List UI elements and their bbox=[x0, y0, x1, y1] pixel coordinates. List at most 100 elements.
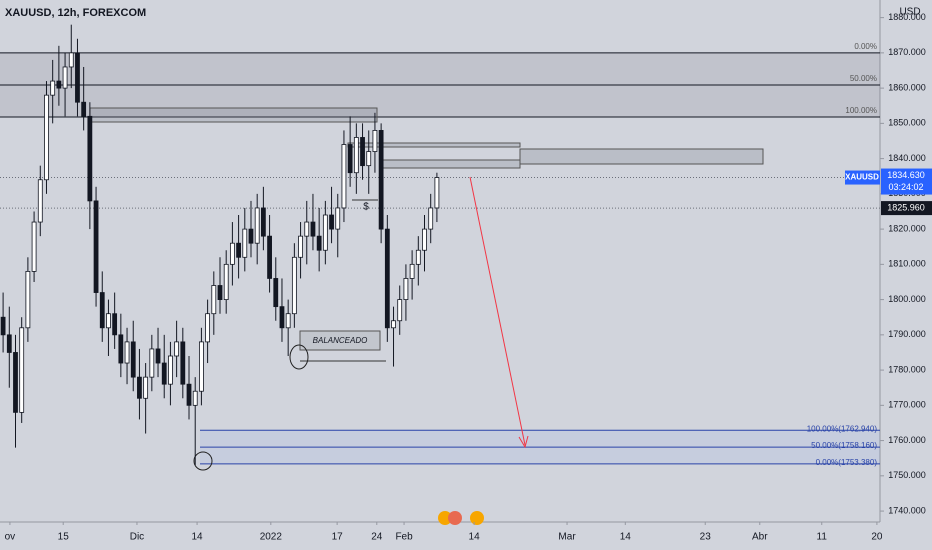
x-tick-label: Feb bbox=[395, 532, 413, 543]
circle bbox=[289, 344, 309, 370]
candle-body bbox=[285, 313, 291, 329]
arrow-head bbox=[518, 435, 529, 449]
candle-body bbox=[310, 221, 316, 237]
candle-body bbox=[335, 207, 341, 230]
candle-body bbox=[211, 285, 217, 315]
candle-body bbox=[6, 334, 12, 353]
candle-body bbox=[25, 270, 31, 329]
candle-body bbox=[242, 228, 248, 258]
y-tick-label: 1880.000 bbox=[888, 12, 926, 22]
candle-body bbox=[31, 221, 37, 272]
y-tick-label: 1740.000 bbox=[888, 505, 926, 515]
candle-body bbox=[149, 348, 155, 378]
currency: USD bbox=[899, 7, 920, 18]
candle-body bbox=[260, 207, 266, 237]
x-tick-label: Mar bbox=[558, 532, 576, 543]
candle-body bbox=[403, 278, 409, 300]
candle-body bbox=[217, 285, 223, 300]
icon bbox=[438, 511, 452, 525]
candle-body bbox=[273, 278, 279, 308]
candle-body bbox=[143, 376, 149, 399]
price-badge bbox=[881, 201, 932, 216]
candle-body bbox=[155, 348, 161, 364]
candle-body bbox=[291, 256, 297, 315]
candle-body bbox=[50, 80, 56, 96]
candle-body bbox=[68, 52, 74, 68]
fib-label: 50.00% bbox=[850, 74, 877, 83]
candle-body bbox=[248, 228, 254, 244]
candle-body bbox=[0, 316, 6, 336]
icon bbox=[470, 511, 484, 525]
candle-body bbox=[44, 94, 49, 181]
y-tick-label: 1850.000 bbox=[888, 118, 926, 128]
candle-body bbox=[118, 334, 124, 364]
price-badge-label: 1834.630 bbox=[887, 170, 925, 180]
zone bbox=[519, 148, 764, 165]
price-badge bbox=[881, 168, 932, 195]
candle-body bbox=[236, 242, 241, 258]
candle-body bbox=[99, 292, 105, 329]
candle-body bbox=[347, 144, 353, 174]
candle-body bbox=[322, 214, 328, 251]
candle-body bbox=[304, 221, 310, 237]
fib-label: 0.00%(1753.380) bbox=[816, 458, 878, 467]
x-tick-label: 14 bbox=[192, 532, 204, 543]
candle-body bbox=[298, 235, 303, 258]
x-tick-label: Abr bbox=[752, 532, 768, 543]
candle-body bbox=[397, 299, 403, 322]
x-tick-label: 14 bbox=[469, 532, 481, 543]
drawings bbox=[89, 107, 764, 471]
candle-body bbox=[223, 263, 229, 300]
y-tick-label: 1820.000 bbox=[888, 223, 926, 233]
candle-body bbox=[81, 101, 87, 117]
candle-body bbox=[199, 341, 204, 392]
y-tick-label: 1780.000 bbox=[888, 364, 926, 374]
candle-body bbox=[384, 228, 390, 329]
countdown: 03:24:02 bbox=[888, 182, 923, 192]
fib-label: 100.00% bbox=[845, 106, 877, 115]
candle-body bbox=[137, 376, 142, 399]
candle-body bbox=[130, 341, 136, 378]
symbol-badge-label: XAUUSD bbox=[845, 173, 879, 182]
candle-body bbox=[254, 207, 260, 244]
y-tick-label: 1800.000 bbox=[888, 294, 926, 304]
x-tick-label: Dic bbox=[130, 532, 144, 543]
candle-body bbox=[180, 341, 186, 385]
candle-body bbox=[341, 144, 347, 209]
candle-body bbox=[87, 115, 93, 202]
candle-body bbox=[186, 383, 192, 406]
x-tick-label: 23 bbox=[700, 532, 712, 543]
candle-body bbox=[372, 130, 378, 152]
candle-body bbox=[353, 137, 359, 174]
x-tick-label: 14 bbox=[620, 532, 632, 543]
candle-body bbox=[434, 177, 440, 209]
candle-body bbox=[267, 235, 272, 279]
x-tick-label: 24 bbox=[371, 532, 383, 543]
candle-body bbox=[62, 66, 68, 89]
arrow bbox=[469, 176, 526, 446]
y-tick-label: 1790.000 bbox=[888, 329, 926, 339]
candle-body bbox=[13, 352, 18, 413]
candle-body bbox=[329, 214, 334, 230]
zone bbox=[379, 159, 521, 169]
y-tick-label: 1750.000 bbox=[888, 470, 926, 480]
y-tick-label: 1860.000 bbox=[888, 82, 926, 92]
candle-body bbox=[205, 313, 211, 343]
x-tick-label: 11 bbox=[817, 532, 828, 543]
candle-body bbox=[279, 306, 285, 329]
candle-body bbox=[409, 263, 415, 279]
candle-body bbox=[391, 320, 396, 329]
fib-label: 50.00%(1758.160) bbox=[811, 441, 877, 450]
y-tick-label: 1870.000 bbox=[888, 47, 926, 57]
y-tick-label: 1760.000 bbox=[888, 435, 926, 445]
candle-body bbox=[112, 313, 118, 336]
candle-body bbox=[422, 228, 427, 251]
candle-body bbox=[124, 341, 130, 364]
candle-body bbox=[360, 137, 365, 167]
candle-body bbox=[378, 130, 384, 230]
candle-body bbox=[56, 80, 62, 89]
zone bbox=[89, 107, 378, 123]
x-tick-label: ov bbox=[5, 532, 16, 543]
y-tick-label: 1770.000 bbox=[888, 400, 926, 410]
